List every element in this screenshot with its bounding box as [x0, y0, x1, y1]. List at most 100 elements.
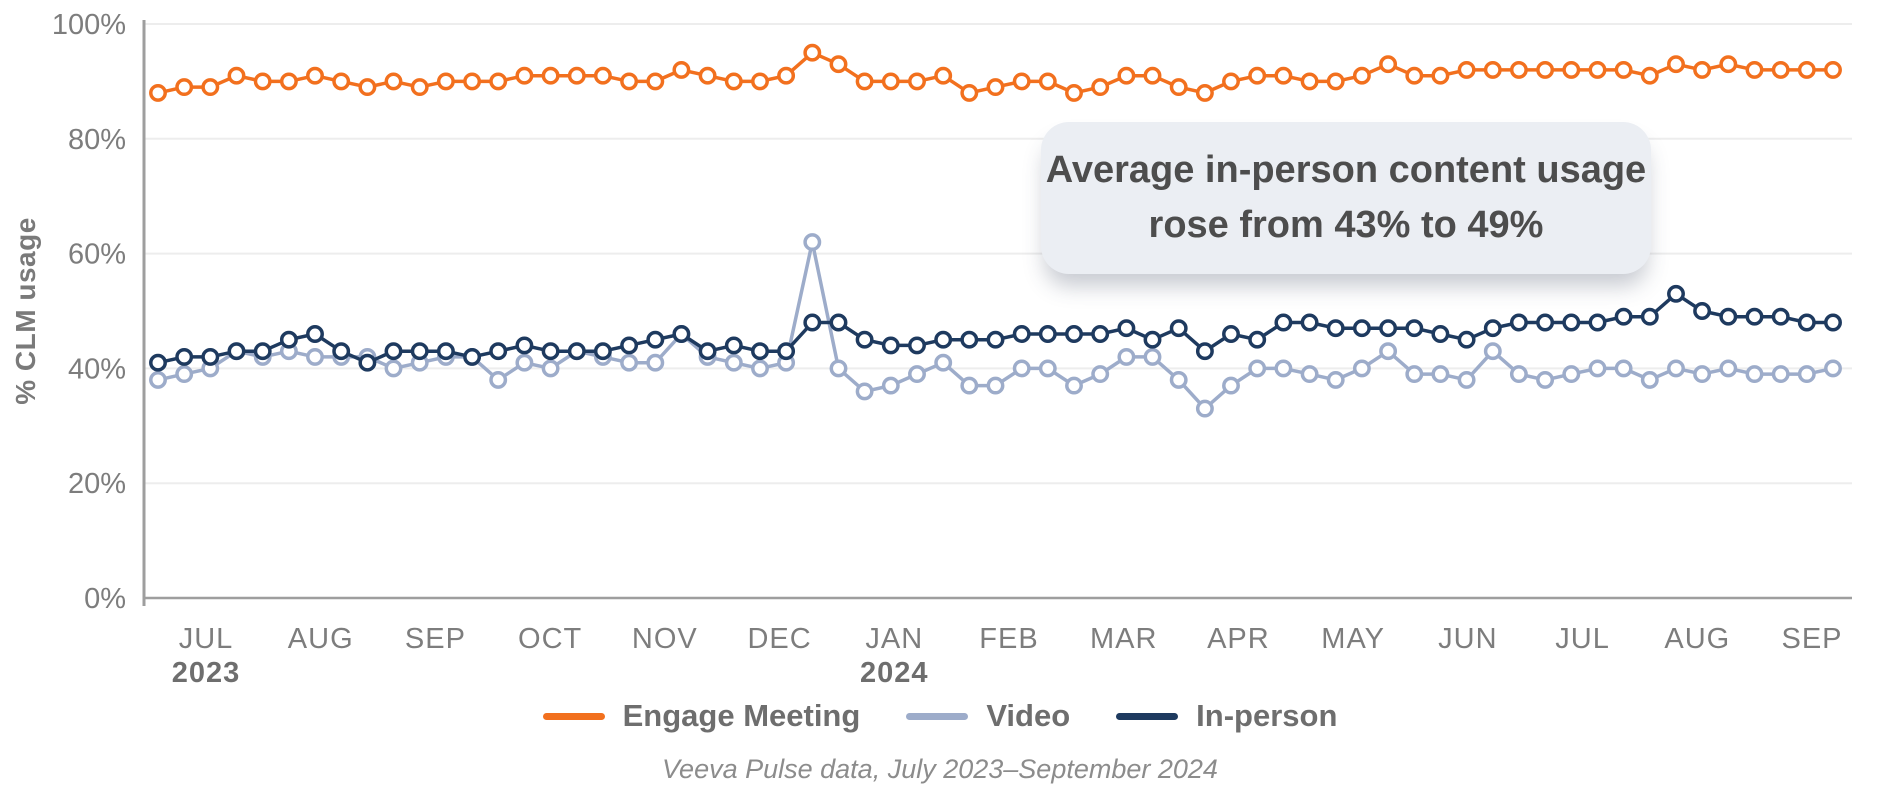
data-point-marker: [1274, 66, 1293, 85]
data-point-marker: [1274, 313, 1293, 332]
y-tick-label: 60%: [68, 239, 126, 271]
data-point-marker: [1117, 319, 1136, 338]
data-point-marker: [934, 330, 953, 349]
in-person-line-swatch: [1116, 712, 1179, 720]
data-point-marker: [1640, 307, 1659, 326]
data-point-marker: [1719, 307, 1738, 326]
data-point-marker: [358, 78, 377, 97]
data-point-marker: [646, 72, 665, 91]
data-point-marker: [1222, 72, 1240, 91]
data-point-marker: [1248, 330, 1267, 349]
data-point-marker: [1379, 342, 1398, 361]
data-point-marker: [1536, 60, 1555, 79]
annotation-callout: Average in-person content usage rose fro…: [1041, 122, 1651, 274]
data-point-marker: [1797, 313, 1816, 332]
engage-meeting-line-swatch: [542, 712, 605, 720]
data-point-marker: [384, 359, 403, 378]
data-point-marker: [1195, 399, 1214, 418]
data-point-marker: [1562, 365, 1581, 384]
data-point-marker: [1065, 83, 1083, 102]
legend-item-video: Video: [906, 698, 1070, 734]
data-point-marker: [541, 66, 560, 85]
data-point-marker: [1091, 365, 1110, 384]
data-point-marker: [541, 359, 560, 378]
data-point-marker: [1012, 359, 1031, 378]
data-point-marker: [1536, 370, 1555, 389]
data-point-marker: [1222, 325, 1240, 343]
data-point-marker: [149, 353, 167, 372]
legend-label: Engage Meeting: [622, 698, 861, 733]
data-point-marker: [829, 313, 848, 332]
y-tick-label: 100%: [52, 9, 126, 41]
data-point-marker: [1300, 313, 1319, 332]
data-point-marker: [1379, 55, 1398, 74]
data-point-marker: [567, 342, 586, 361]
data-point-marker: [1588, 313, 1607, 332]
data-point-marker: [1038, 72, 1057, 91]
data-point-marker: [1222, 376, 1240, 395]
data-point-marker: [1143, 66, 1162, 85]
data-point-marker: [1457, 60, 1476, 79]
data-point-marker: [1771, 365, 1790, 384]
data-point-marker: [1562, 60, 1581, 79]
data-point-marker: [1588, 359, 1607, 378]
data-point-marker: [620, 336, 639, 355]
y-axis-title: % CLM usage: [10, 217, 41, 405]
data-point-marker: [1143, 330, 1162, 349]
data-point-marker: [306, 325, 324, 343]
data-point-marker: [1038, 325, 1057, 343]
x-month-label: JUN: [1438, 623, 1497, 655]
data-point-marker: [1274, 359, 1293, 378]
data-point-marker: [1326, 72, 1345, 91]
data-point-marker: [620, 72, 639, 91]
data-point-marker: [1614, 60, 1633, 79]
data-point-marker: [1824, 60, 1842, 79]
data-point-marker: [358, 353, 377, 372]
data-point-marker: [436, 342, 455, 361]
data-point-marker: [1562, 313, 1581, 332]
data-point-marker: [881, 336, 900, 355]
data-point-marker: [1379, 319, 1398, 338]
data-point-marker: [1719, 55, 1738, 74]
x-year-label: 2023: [172, 657, 241, 689]
data-point-marker: [593, 342, 612, 361]
video-line-swatch: [906, 712, 969, 720]
data-point-marker: [1117, 347, 1136, 366]
x-month-label: AUG: [288, 623, 354, 655]
data-point-marker: [306, 347, 324, 366]
data-point-marker: [646, 330, 665, 349]
data-point-marker: [777, 66, 796, 85]
data-point-marker: [1640, 370, 1659, 389]
data-point-marker: [1483, 319, 1502, 338]
x-month-label: SEP: [1781, 623, 1842, 655]
data-point-marker: [515, 66, 534, 85]
data-point-marker: [881, 72, 900, 91]
data-point-marker: [1405, 365, 1424, 384]
data-point-marker: [306, 66, 324, 85]
data-point-marker: [1457, 330, 1476, 349]
data-point-marker: [724, 72, 743, 91]
x-month-label: MAY: [1321, 623, 1385, 655]
data-point-marker: [489, 72, 508, 91]
data-point-marker: [960, 376, 979, 395]
data-point-marker: [1012, 72, 1031, 91]
data-point-marker: [934, 66, 953, 85]
data-point-marker: [1248, 359, 1267, 378]
data-point-marker: [253, 342, 272, 361]
legend-item-in-person: In-person: [1116, 698, 1337, 734]
data-point-marker: [1667, 55, 1685, 74]
legend-item-engage-meeting: Engage Meeting: [542, 698, 861, 734]
data-point-marker: [489, 370, 508, 389]
y-tick-label: 20%: [68, 468, 126, 500]
series-line-in-person: [157, 292, 1833, 365]
data-point-marker: [1091, 325, 1110, 343]
data-point-marker: [201, 78, 220, 97]
data-point-marker: [1483, 342, 1502, 361]
data-point-marker: [1117, 66, 1136, 85]
data-point-marker: [803, 43, 822, 62]
data-point-marker: [908, 365, 926, 384]
data-point-marker: [1300, 72, 1319, 91]
data-point-marker: [1038, 359, 1057, 378]
data-point-marker: [1405, 319, 1424, 338]
